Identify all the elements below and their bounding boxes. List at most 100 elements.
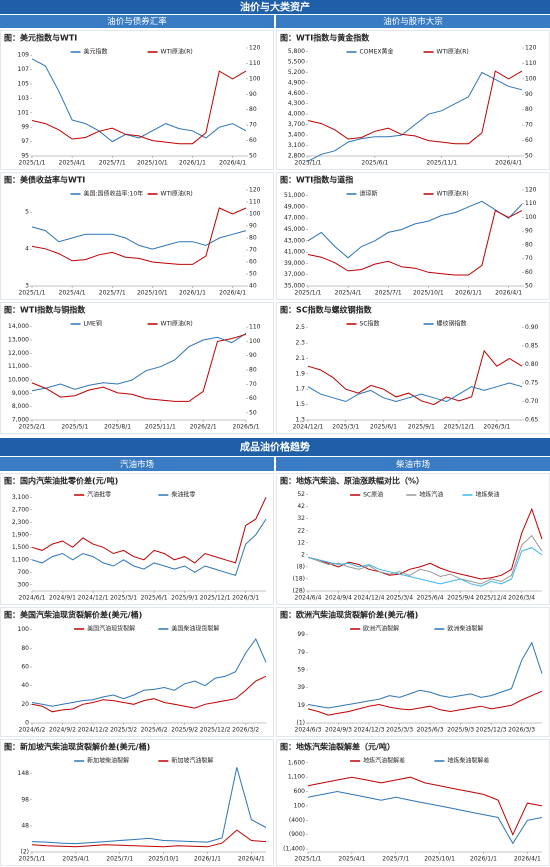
x-tick-label: 2025/6/3 xyxy=(417,727,444,734)
x-tick-label: 2026/3/1 xyxy=(232,595,259,602)
x-tick-label: 2025/1/1 xyxy=(19,160,46,167)
x-tick-label: 2024/12/1 xyxy=(78,595,109,602)
legend-label: SC指数 xyxy=(360,320,380,328)
series-line xyxy=(31,226,247,250)
x-tick-label: 2024/9/3 xyxy=(325,727,352,734)
x-tick-label: 2026/4/1 xyxy=(495,160,522,167)
y-tick-label: 3,700 xyxy=(288,121,305,128)
panel-title: 图：美国汽柴油现货裂解价差(美元/桶) xyxy=(4,610,142,620)
x-tick-label: 2025/6/1 xyxy=(141,595,168,602)
y2-tick-label: 110 xyxy=(525,60,537,67)
x-tick-label: 2026/4/1 xyxy=(219,160,246,167)
header-bar xyxy=(0,0,550,14)
y2-tick-label: 70 xyxy=(249,381,257,388)
y2-tick-label: 70 xyxy=(525,255,533,262)
series-line xyxy=(31,207,247,265)
legend-label: 美元指数 xyxy=(84,48,108,56)
x-tick-label: 2025/12/4 xyxy=(476,595,507,602)
y-tick-label: 1,600 xyxy=(288,759,305,766)
x-tick-label: 2025/12/2 xyxy=(200,727,231,734)
y-tick-label: (2) xyxy=(21,849,30,856)
legend-label: WTI原油(R) xyxy=(437,190,469,198)
series-line xyxy=(307,507,543,580)
x-tick-label: 2026/4/1 xyxy=(219,290,246,297)
y-tick-label: 4,300 xyxy=(288,100,305,107)
y2-tick-label: 90 xyxy=(249,223,257,230)
panel-title: 图：WTI指数与道指 xyxy=(280,175,353,185)
y2-tick-label: 110 xyxy=(249,324,261,331)
legend-label: 美国:国债收益率:10年 xyxy=(84,190,144,198)
y-tick-label: 39 xyxy=(297,684,305,691)
x-tick-label: 2025/4/1 xyxy=(59,290,86,297)
y-tick-label: 98 xyxy=(21,796,29,803)
y2-tick-label: 80 xyxy=(249,367,257,374)
x-tick-label: 2025/12/3 xyxy=(476,727,507,734)
y-tick-label: 5 xyxy=(25,209,29,216)
y2-tick-label: 0.80 xyxy=(525,361,539,368)
x-tick-label: 2025/1/1 xyxy=(295,856,322,863)
y-tick-label: 13,000 xyxy=(8,337,29,344)
y-tick-label: 107 xyxy=(18,66,30,73)
x-tick-label: 2025/1/1 xyxy=(295,290,322,297)
y-tick-label: 5,200 xyxy=(288,69,305,76)
x-tick-label: 2026/1/1 xyxy=(455,290,482,297)
x-tick-label: 2025/6/4 xyxy=(417,595,444,602)
series-line xyxy=(307,382,523,403)
y-tick-label: 59 xyxy=(297,667,305,674)
section-title: 成品油价格趋势 xyxy=(240,441,310,454)
y-tick-label: 105 xyxy=(18,81,30,88)
y-tick-label: 12 xyxy=(297,539,305,546)
y2-tick-label: 50 xyxy=(249,409,257,416)
subheader-bar xyxy=(276,457,550,471)
panel xyxy=(0,30,274,170)
y2-tick-label: 50 xyxy=(525,283,533,290)
y-tick-label: 4,600 xyxy=(288,90,305,97)
legend-label: 地炼柴油 xyxy=(475,491,499,499)
y-tick-label: 101 xyxy=(18,109,30,116)
x-tick-label: 2025/3/2 xyxy=(110,727,137,734)
legend-label: 美国汽油现货裂解 xyxy=(87,625,135,633)
y-tick-label: 4,000 xyxy=(288,111,305,118)
legend-label: 美国柴油现货裂解 xyxy=(171,625,219,633)
x-tick-label: 2025/8/1 xyxy=(104,424,131,431)
panel-title: 图：WTI指数与铜指数 xyxy=(4,305,86,315)
y2-tick-label: 50 xyxy=(525,153,533,160)
y2-tick-label: 60 xyxy=(525,137,533,144)
x-tick-label: 2025/3/1 xyxy=(110,595,137,602)
x-tick-label: 2026/3/2 xyxy=(232,727,259,734)
section-bar xyxy=(0,438,550,456)
x-tick-label: 2025/2/1 xyxy=(19,424,46,431)
y-tick-label: 12,000 xyxy=(8,350,29,357)
y2-tick-label: 0.85 xyxy=(525,342,539,349)
panel xyxy=(0,607,274,737)
legend-label: LME铜 xyxy=(84,320,102,328)
y-tick-label: 20 xyxy=(21,701,29,708)
subheader-bar xyxy=(0,457,274,471)
series-line xyxy=(307,71,523,162)
x-tick-label: 2026/4/1 xyxy=(495,290,522,297)
x-tick-label: 2025/10/1 xyxy=(424,856,455,863)
x-tick-label: 2026/1/1 xyxy=(179,290,206,297)
y2-tick-label: 100 xyxy=(249,211,261,218)
x-tick-label: 2025/11/1 xyxy=(145,424,176,431)
x-tick-label: 2025/10/1 xyxy=(413,290,444,297)
x-tick-label: 2026/3/4 xyxy=(508,595,535,602)
header-title: 油价与大类资产 xyxy=(240,1,310,14)
y-tick-label: 39,000 xyxy=(284,260,305,267)
y2-tick-label: 60 xyxy=(249,259,257,266)
x-tick-label: 2025/7/1 xyxy=(99,290,126,297)
series-line xyxy=(31,332,247,392)
y2-tick-label: 0.70 xyxy=(525,398,539,405)
y-tick-label: 3 xyxy=(25,283,29,290)
y2-tick-label: 60 xyxy=(249,137,257,144)
y-tick-label: 2 xyxy=(301,551,305,558)
y2-tick-label: 80 xyxy=(525,241,533,248)
y2-tick-label: 100 xyxy=(249,75,261,82)
x-tick-label: 2025/4/1 xyxy=(338,856,365,863)
series-line xyxy=(31,58,247,143)
legend-label: 新加坡汽油裂解 xyxy=(171,757,213,765)
x-tick-label: 2025/1/1 xyxy=(295,160,322,167)
y-tick-label: 8,000 xyxy=(12,403,29,410)
x-tick-label: 2025/4/1 xyxy=(59,160,86,167)
series-line xyxy=(31,333,247,402)
